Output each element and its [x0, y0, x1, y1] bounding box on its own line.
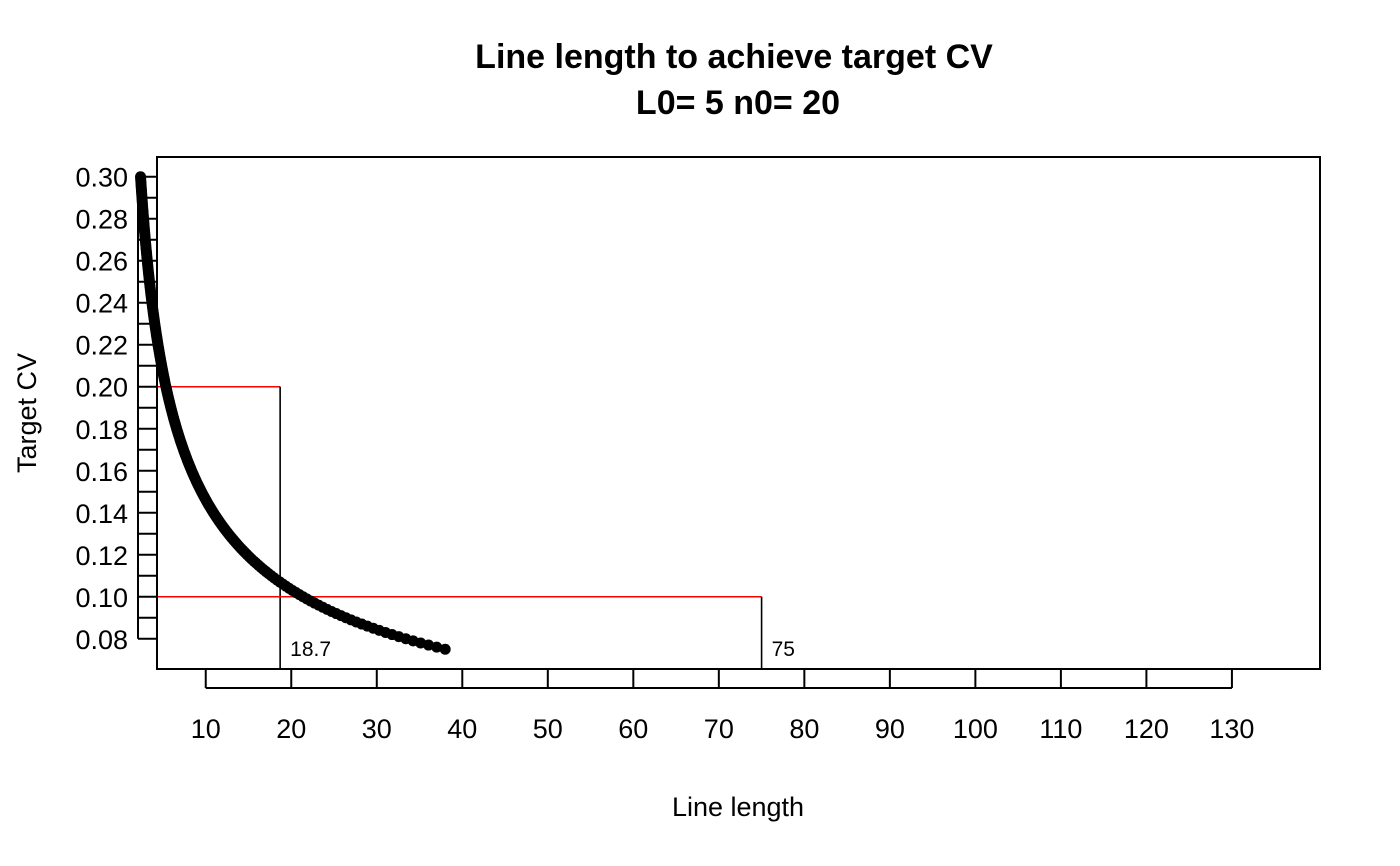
y-tick-label: 0.30 [75, 163, 128, 193]
y-tick-label: 0.08 [75, 625, 128, 655]
x-tick-label: 10 [191, 714, 221, 744]
x-tick-label: 20 [276, 714, 306, 744]
x-axis-title: Line length [672, 792, 804, 822]
x-tick-label: 110 [1039, 714, 1082, 744]
data-points [135, 171, 451, 655]
y-tick-label: 0.12 [75, 541, 128, 571]
y-tick-label: 0.20 [75, 373, 128, 403]
reference-lines: 18.7 75 [157, 385, 795, 669]
y-tick-label: 0.26 [75, 247, 128, 277]
y-tick-label: 0.14 [75, 499, 128, 529]
reference-label: 75 [772, 638, 795, 661]
x-tick-label: 100 [953, 714, 998, 744]
chart-subtitle: L0= 5 n0= 20 [636, 84, 840, 122]
x-axis: 10 20 30 40 50 60 70 80 90 100 110 120 130 [191, 669, 1254, 744]
x-tick-label: 30 [362, 714, 392, 744]
data-point [439, 643, 451, 655]
y-tick-label: 0.24 [75, 289, 128, 319]
data-point [431, 641, 443, 653]
x-tick-label: 40 [447, 714, 477, 744]
y-axis: 0.08 0.10 0.12 0.14 0.16 0.18 0.20 0.22 0.24 0.26… [75, 163, 157, 655]
reference-label: 18.7 [290, 638, 331, 661]
x-tick-label: 50 [533, 714, 563, 744]
y-tick-label: 0.10 [75, 583, 128, 613]
plot-frame [156, 156, 1321, 670]
x-tick-label: 130 [1209, 714, 1254, 744]
chart-title: Line length to achieve target CV [475, 38, 993, 76]
y-tick-label: 0.18 [75, 415, 128, 445]
x-tick-label: 120 [1124, 714, 1169, 744]
x-tick-label: 60 [618, 714, 648, 744]
x-tick-label: 90 [875, 714, 905, 744]
y-tick-label: 0.16 [75, 457, 128, 487]
x-tick-label: 80 [789, 714, 819, 744]
x-tick-label: 70 [704, 714, 734, 744]
y-axis-title: Target CV [12, 353, 42, 473]
y-tick-label: 0.28 [75, 205, 128, 235]
y-tick-label: 0.22 [75, 331, 128, 361]
